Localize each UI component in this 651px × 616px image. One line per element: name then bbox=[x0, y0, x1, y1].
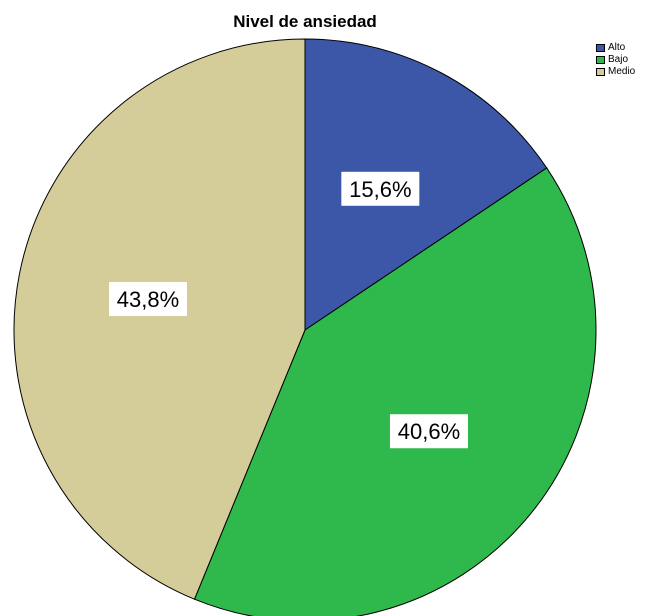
pie-slice-medio bbox=[13, 38, 306, 600]
legend-item-bajo: Bajo bbox=[596, 54, 635, 66]
legend-swatch-medio bbox=[596, 68, 605, 76]
slice-label-text: 43,8% bbox=[117, 287, 179, 312]
slice-label-bajo: 40,6% bbox=[389, 414, 468, 449]
legend-item-alto: Alto bbox=[596, 42, 635, 54]
slice-label-alto: 15,6% bbox=[341, 171, 420, 206]
slice-label-box bbox=[389, 414, 468, 449]
slice-label-medio: 43,8% bbox=[108, 282, 187, 317]
legend-label-medio: Medio bbox=[608, 66, 636, 77]
legend-swatch-alto bbox=[596, 44, 605, 52]
pie-slice-alto bbox=[304, 38, 548, 331]
slice-label-box bbox=[341, 171, 420, 206]
slice-label-text: 15,6% bbox=[349, 177, 411, 202]
legend: Alto Bajo Medio bbox=[596, 42, 635, 78]
chart-title: Nivel de ansiedad bbox=[233, 12, 377, 31]
slice-label-box bbox=[108, 282, 187, 317]
pie-slice-bajo bbox=[193, 167, 597, 616]
legend-label-bajo: Bajo bbox=[608, 54, 629, 65]
legend-item-medio: Medio bbox=[596, 66, 635, 78]
legend-label-alto: Alto bbox=[608, 42, 626, 53]
slice-label-text: 40,6% bbox=[398, 419, 460, 444]
legend-swatch-bajo bbox=[596, 56, 605, 64]
